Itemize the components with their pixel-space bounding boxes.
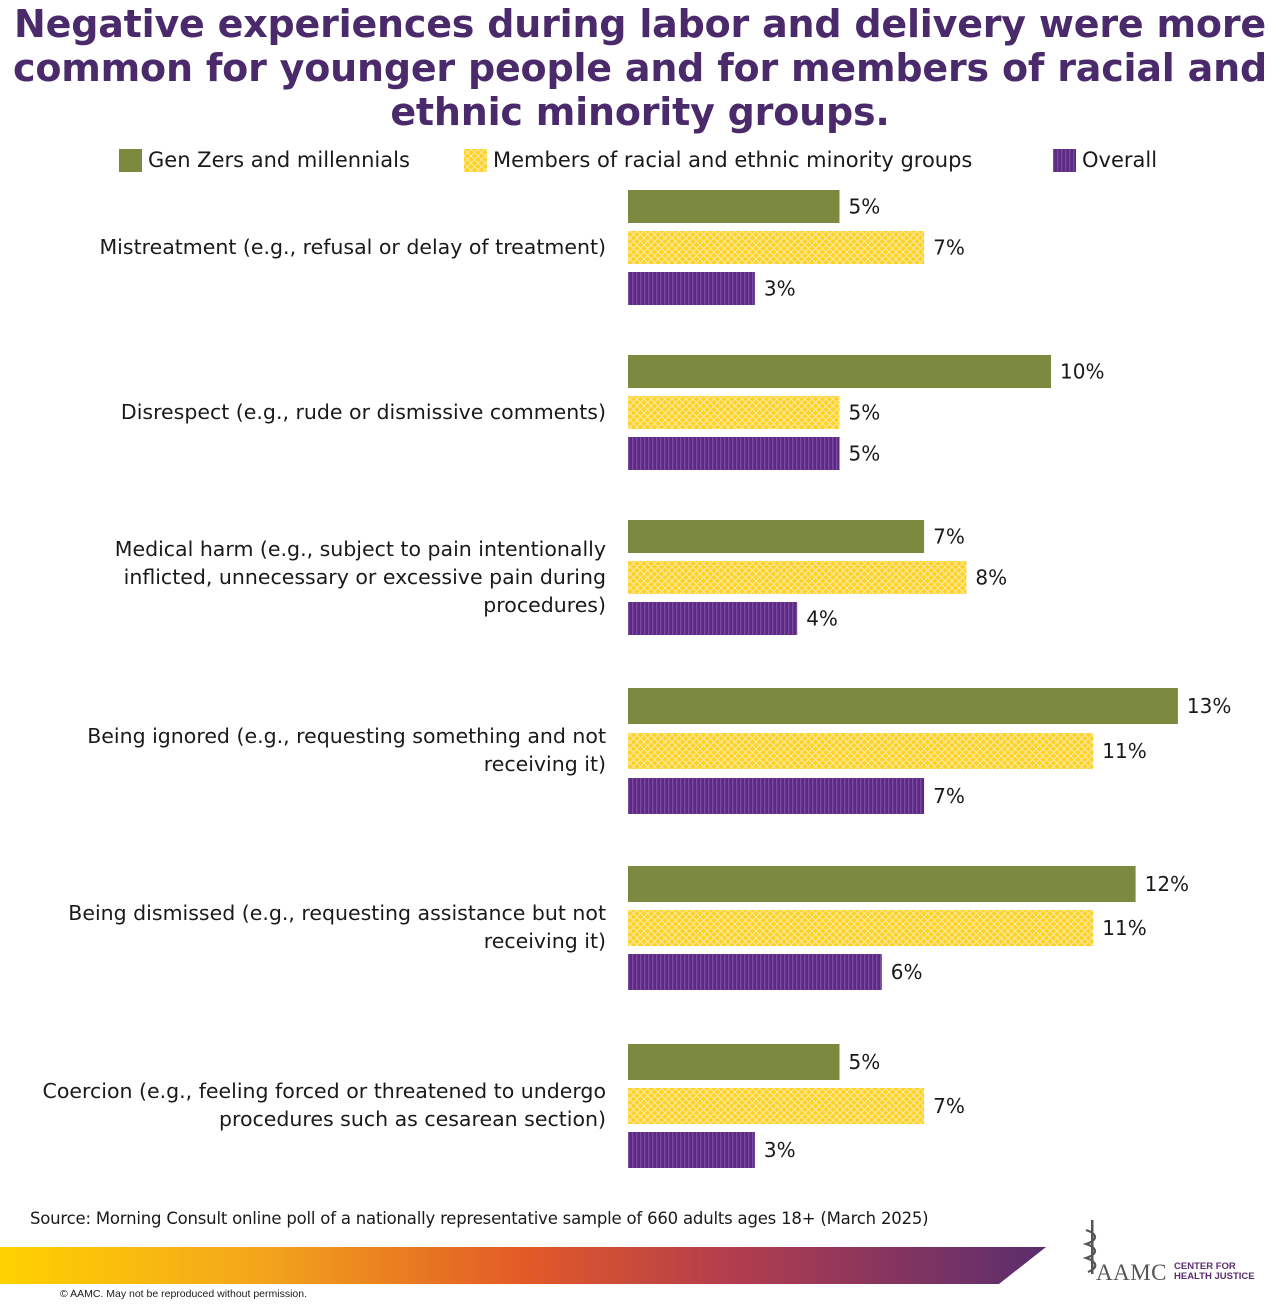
bar-overall-5	[628, 1132, 755, 1168]
data-label-overall-1: 5%	[849, 442, 881, 466]
bar-overall-2	[628, 602, 798, 635]
data-label-minority-4: 11%	[1102, 916, 1146, 940]
category-label-2: Medical harm (e.g., subject to pain inte…	[114, 536, 606, 617]
legend-label-overall: Overall	[1082, 148, 1158, 172]
logo-wordmark: AAMC	[1096, 1260, 1168, 1285]
bar-genz-5	[628, 1044, 840, 1080]
data-label-minority-5: 7%	[933, 1094, 965, 1118]
bar-genz-4	[628, 866, 1136, 902]
category-label-5: Coercion (e.g., feeling forced or threat…	[42, 1079, 606, 1131]
data-label-genz-4: 12%	[1145, 872, 1189, 896]
data-label-genz-5: 5%	[849, 1050, 881, 1074]
category-label-4: Being dismissed (e.g., requesting assist…	[68, 901, 606, 953]
data-label-minority-1: 5%	[849, 401, 881, 425]
logo-subtitle-line2: HEALTH JUSTICE	[1174, 1271, 1255, 1282]
legend-swatch-overall	[1053, 148, 1076, 172]
copyright-notice: © AAMC. May not be reproduced without pe…	[60, 1288, 308, 1300]
bar-minority-0	[628, 231, 925, 264]
bar-minority-2	[628, 561, 967, 594]
bar-overall-1	[628, 437, 840, 470]
footer-gradient-bar	[0, 1247, 1046, 1284]
data-label-genz-3: 13%	[1187, 694, 1231, 718]
aamc-logo: AAMC CENTER FOR HEALTH JUSTICE	[1082, 1218, 1262, 1288]
category-label-1: Disrespect (e.g., rude or dismissive com…	[120, 399, 606, 424]
data-label-minority-2: 8%	[975, 566, 1007, 590]
bar-overall-3	[628, 778, 925, 814]
legend: Gen Zers and millennials Members of raci…	[0, 144, 1280, 176]
bar-overall-4	[628, 954, 882, 990]
caduceus-icon	[1082, 1220, 1097, 1274]
category-label-3: Being ignored (e.g., requesting somethin…	[87, 724, 606, 776]
data-label-genz-2: 7%	[933, 525, 965, 549]
bar-genz-2	[628, 520, 925, 553]
bar-chart: 5% 7% 3% 10% 5% 5% 7% 8% 4% 13% 11% 7% 12% 11% 6% 5% 7% 3…	[628, 190, 1231, 1168]
legend-item-minority: Members of racial and ethnic minority gr…	[464, 144, 972, 176]
data-label-genz-1: 10%	[1060, 360, 1104, 384]
bar-genz-1	[628, 355, 1051, 388]
legend-swatch-genz	[119, 148, 142, 172]
chart-title: Negative experiences during labor and de…	[13, 2, 1267, 134]
bar-minority-5	[628, 1088, 925, 1124]
data-label-overall-4: 6%	[891, 960, 923, 984]
legend-item-overall: Overall	[1053, 144, 1157, 176]
bar-minority-3	[628, 733, 1094, 769]
bar-genz-3	[628, 688, 1178, 724]
legend-swatch-minority	[464, 148, 487, 172]
logo-subtitle-line1: CENTER FOR	[1174, 1261, 1236, 1272]
legend-item-genz: Gen Zers and millennials	[119, 144, 410, 176]
legend-label-genz: Gen Zers and millennials	[148, 148, 410, 172]
category-label-0: Mistreatment (e.g., refusal or delay of …	[99, 234, 607, 259]
bar-minority-4	[628, 910, 1094, 946]
data-label-overall-0: 3%	[764, 277, 796, 301]
bar-overall-0	[628, 272, 755, 305]
legend-label-minority: Members of racial and ethnic minority gr…	[493, 148, 973, 172]
data-label-minority-0: 7%	[933, 236, 965, 260]
bar-genz-0	[628, 190, 840, 223]
data-label-overall-3: 7%	[933, 784, 965, 808]
data-label-minority-3: 11%	[1102, 739, 1146, 763]
data-label-overall-5: 3%	[764, 1138, 796, 1162]
data-label-overall-2: 4%	[806, 607, 838, 631]
bar-minority-1	[628, 396, 840, 429]
source-note: Source: Morning Consult online poll of a…	[30, 1209, 929, 1228]
data-label-genz-0: 5%	[849, 195, 881, 219]
logo-subtitle: CENTER FOR HEALTH JUSTICE	[1174, 1262, 1255, 1282]
